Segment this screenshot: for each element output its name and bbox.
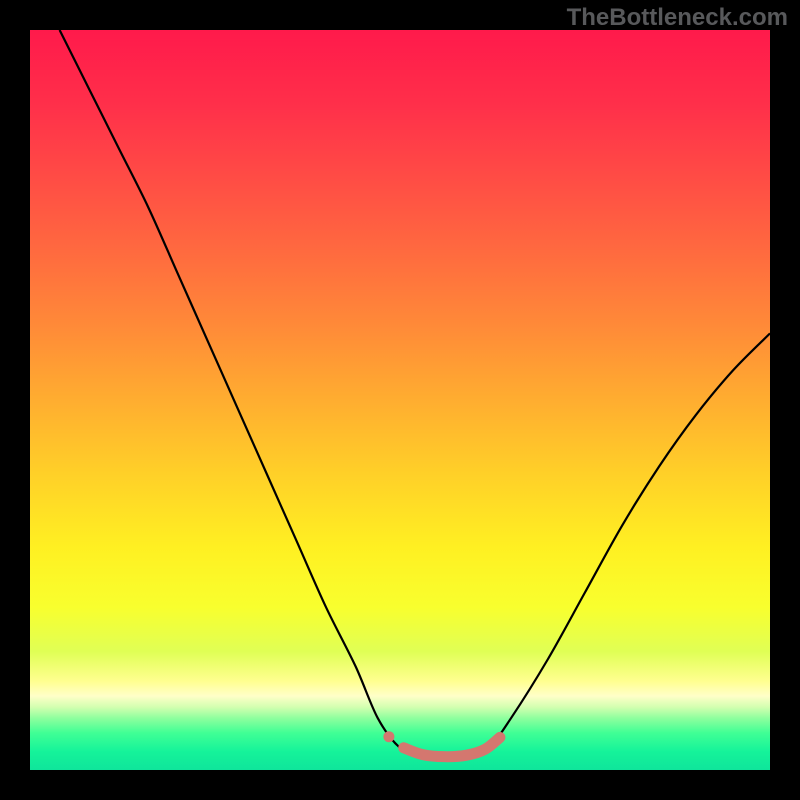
chart-frame: TheBottleneck.com [0, 0, 800, 800]
chart-svg [0, 0, 800, 800]
watermark-text: TheBottleneck.com [567, 4, 788, 32]
gradient-background [30, 30, 770, 770]
optimal-range-dot [383, 731, 394, 742]
